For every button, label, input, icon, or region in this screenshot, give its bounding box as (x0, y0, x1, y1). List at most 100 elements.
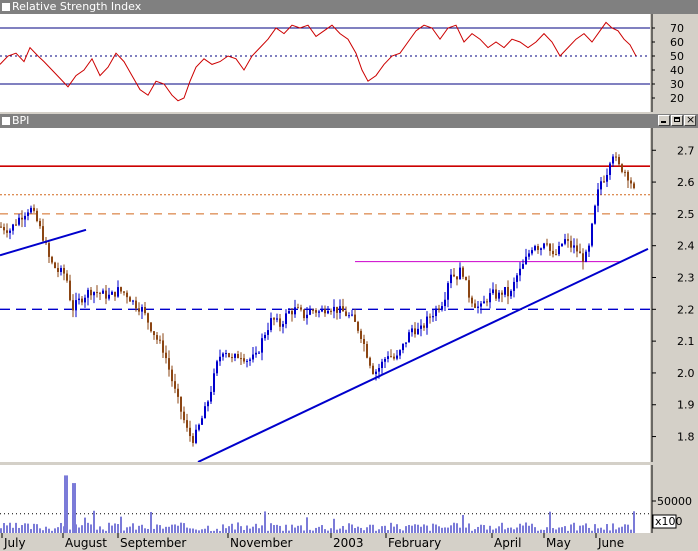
volume-bar (237, 522, 239, 533)
price-panel-titlebar[interactable]: BPI (0, 113, 698, 128)
volume-bar (165, 526, 167, 533)
candle-body (6, 230, 8, 233)
volume-bar (486, 529, 488, 533)
volume-bar (156, 524, 158, 533)
candle-body (432, 316, 434, 318)
volume-bar (108, 522, 110, 533)
candle-body (345, 311, 347, 316)
candle-body (573, 245, 575, 248)
candle-body (621, 164, 623, 172)
window-menu-icon[interactable] (2, 3, 10, 11)
candle-body (72, 300, 74, 311)
candle-body (81, 298, 83, 303)
candle-body (333, 306, 335, 312)
volume-bar (309, 529, 311, 533)
window-menu-icon[interactable] (2, 117, 10, 125)
candle-body (96, 292, 98, 294)
candle-body (57, 268, 59, 272)
volume-bar (549, 511, 551, 533)
candle-body (153, 331, 155, 336)
volume-bar (246, 525, 248, 533)
volume-bar (465, 527, 467, 533)
candle-body (213, 373, 215, 392)
volume-bar (270, 523, 272, 533)
candle-body (126, 292, 128, 298)
candle-body (495, 289, 497, 299)
volume-bar (3, 523, 5, 533)
close-button[interactable] (684, 113, 696, 127)
volume-bar (471, 530, 473, 533)
volume-bar (630, 529, 632, 533)
candle-body (507, 286, 509, 297)
month-label: February (388, 536, 441, 550)
volume-bar (0, 528, 2, 533)
candle-body (306, 314, 308, 319)
volume-bar (381, 526, 383, 533)
volume-bar (396, 524, 398, 533)
volume-bar (534, 527, 536, 533)
volume-bar (570, 524, 572, 533)
candle-body (612, 156, 614, 164)
volume-bar (102, 529, 104, 533)
candle-body (201, 418, 203, 425)
volume-bar (594, 524, 596, 533)
candle-body (297, 307, 299, 309)
price-tick-label: 1.8 (677, 431, 695, 444)
volume-bar (420, 526, 422, 533)
rsi-panel-titlebar[interactable]: Relative Strength Index (0, 0, 698, 14)
volume-bar (24, 523, 26, 533)
candle-body (342, 306, 344, 312)
volume-bar (306, 517, 308, 533)
volume-bar (597, 528, 599, 533)
candle-body (42, 226, 44, 241)
candle-body (585, 251, 587, 262)
candle-body (39, 220, 41, 227)
candle-body (129, 297, 131, 302)
volume-bar (126, 527, 128, 533)
volume-bar (288, 530, 290, 533)
volume-bar (444, 527, 446, 533)
volume-bar (351, 524, 353, 533)
volume-bar (60, 522, 62, 533)
volume-bar (423, 524, 425, 533)
candle-body (195, 429, 197, 443)
volume-bar (399, 529, 401, 533)
volume-bar (441, 527, 443, 533)
candle-body (582, 253, 584, 262)
volume-bar (81, 525, 83, 533)
month-label: April (494, 536, 521, 550)
volume-bar (390, 522, 392, 533)
candle-body (360, 330, 362, 339)
candle-body (285, 313, 287, 325)
candle-body (318, 311, 320, 313)
volume-bar (543, 529, 545, 533)
volume-bar (363, 530, 365, 533)
candle-body (102, 290, 104, 294)
volume-bar (579, 525, 581, 533)
month-label: 2003 (333, 536, 364, 550)
volume-bar (252, 526, 254, 533)
volume-bar (195, 529, 197, 533)
candle-body (15, 224, 17, 226)
price-tick-label: 2.1 (677, 335, 695, 348)
candle-body (267, 330, 269, 335)
maximize-button[interactable] (671, 115, 683, 126)
volume-bar (573, 522, 575, 533)
price-chart: 2.7 2.6 2.5 2.4 2.3 2.2 2.1 2.0 1.9 1.8 (0, 128, 695, 462)
volume-spike-bar (64, 475, 68, 533)
candle-body (399, 350, 401, 356)
candle-body (537, 246, 539, 250)
price-tick-label: 2.3 (677, 272, 695, 285)
candle-body (279, 318, 281, 327)
candle-body (225, 353, 227, 355)
candle-body (87, 289, 89, 298)
candle-body (540, 248, 542, 250)
candle-body (555, 254, 557, 256)
candle-body (465, 276, 467, 281)
volume-bar (336, 529, 338, 533)
minimize-button[interactable] (658, 115, 670, 126)
candle-body (300, 307, 302, 310)
volume-bar (366, 527, 368, 533)
candle-body (288, 311, 290, 314)
